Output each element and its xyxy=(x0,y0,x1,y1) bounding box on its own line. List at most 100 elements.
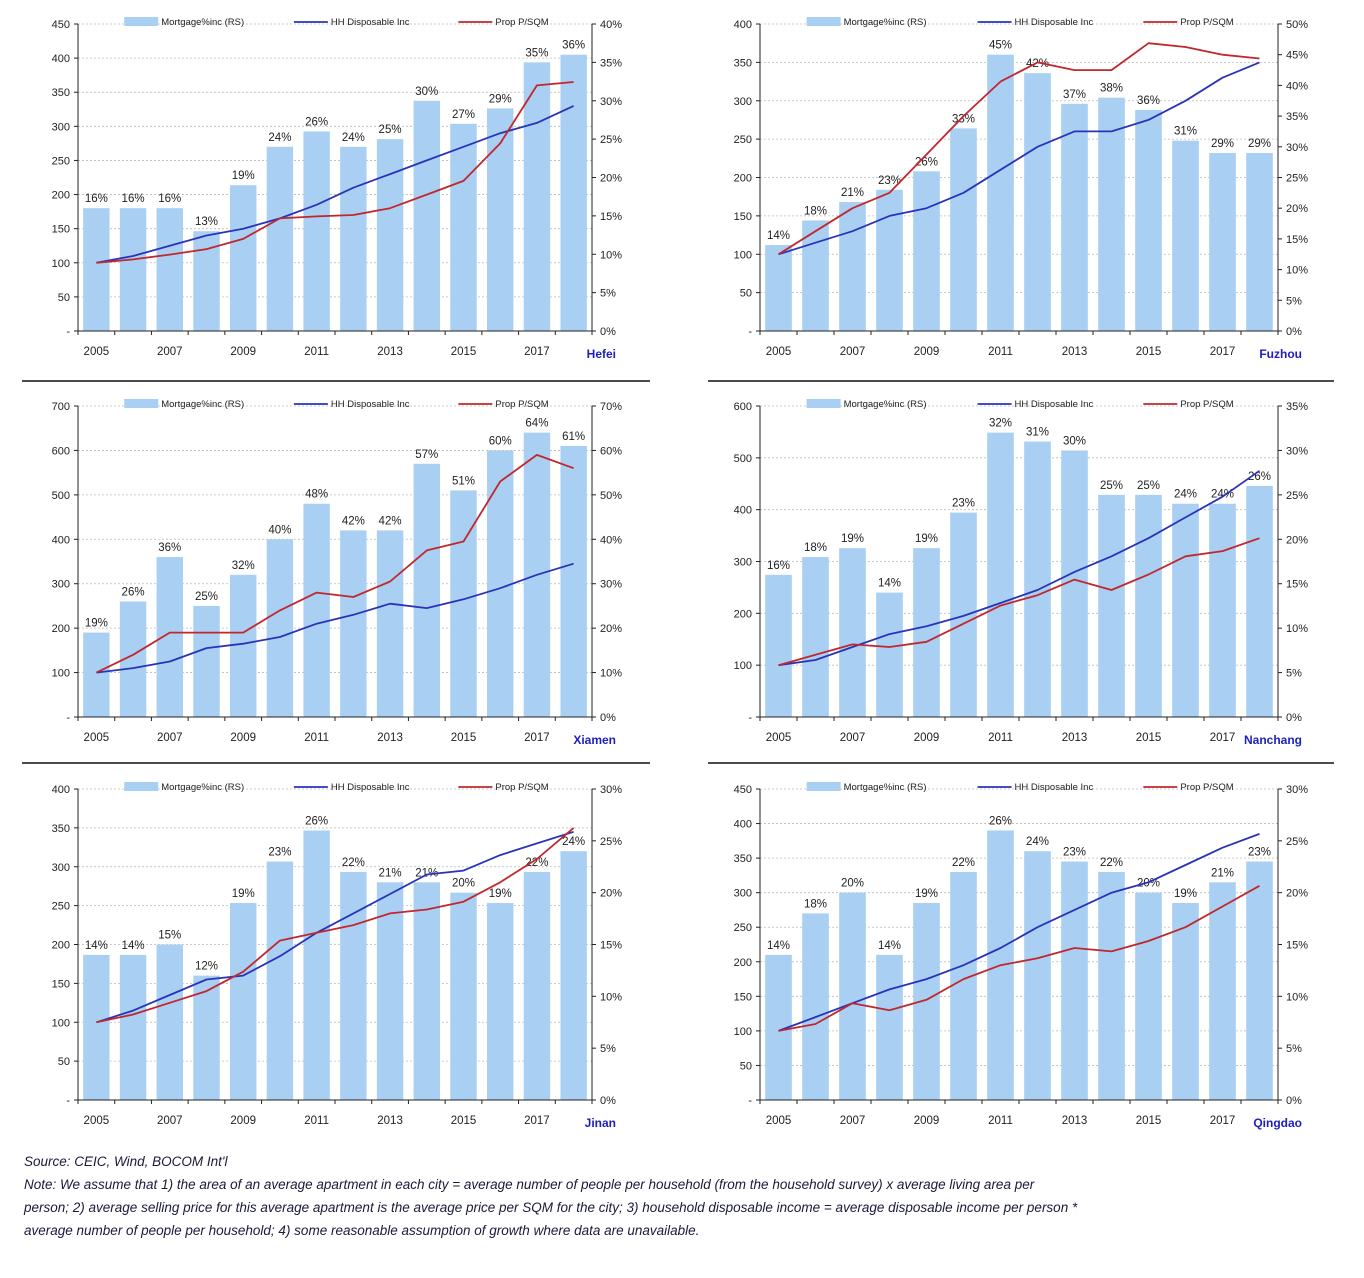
left-tick-label: - xyxy=(748,326,752,338)
bar-label-2006: 18% xyxy=(804,542,827,554)
line-prop-price xyxy=(96,453,574,674)
left-tick-label: 300 xyxy=(52,579,70,591)
right-tick-label: 5% xyxy=(1286,1043,1302,1055)
x-tick-label-2011: 2011 xyxy=(988,346,1013,358)
bar-mortgage-2006 xyxy=(802,220,829,331)
chart-xiamen: 700 600 500 400 300 200 100 - 70% 60% 50% 40% 30% 20%… xyxy=(52,399,622,747)
bar-mortgage-2007 xyxy=(156,208,184,331)
x-tick-label-2015: 2015 xyxy=(1136,732,1162,744)
legend-label-hh: HH Disposable Inc xyxy=(331,17,410,28)
right-tick-label: 35% xyxy=(600,57,622,69)
x-tick-label-2007: 2007 xyxy=(157,1115,183,1127)
bar-mortgage-2016 xyxy=(1172,503,1199,717)
x-tick-label-2013: 2013 xyxy=(1062,346,1088,358)
bar-label-2008: 12% xyxy=(195,961,218,973)
bar-label-2017: 64% xyxy=(525,418,548,430)
right-tick-label: 10% xyxy=(1286,265,1308,277)
line-hh-disposable-inc xyxy=(778,833,1260,1032)
bar-mortgage-2012 xyxy=(1024,73,1051,332)
right-tick-label: 35% xyxy=(1286,111,1308,123)
left-tick-label: 200 xyxy=(52,940,70,952)
bar-mortgage-2016 xyxy=(1172,140,1199,331)
left-tick-label: - xyxy=(66,712,70,724)
bar-mortgage-2009 xyxy=(229,903,257,1100)
x-tick-label-2005: 2005 xyxy=(84,732,110,744)
left-tick-label: 200 xyxy=(52,190,70,202)
bar-mortgage-2015 xyxy=(1135,892,1162,1100)
x-tick-label-2011: 2011 xyxy=(304,346,329,358)
bar-label-2007: 19% xyxy=(841,533,864,545)
bar-mortgage-2009 xyxy=(229,574,257,717)
x-tick-label-2005: 2005 xyxy=(84,1115,110,1127)
legend-label-mortgage: Mortgage%inc (RS) xyxy=(844,399,927,410)
line-hh-disposable-inc xyxy=(96,562,574,674)
x-tick-label-2017: 2017 xyxy=(524,1115,550,1127)
left-tick-label: 400 xyxy=(52,534,70,546)
legend-swatch-mortgage xyxy=(124,17,159,26)
line-hh-disposable-inc xyxy=(96,830,574,1024)
bar-label-2012: 42% xyxy=(1026,58,1049,70)
bar-label-2008: 13% xyxy=(195,216,218,228)
bar-mortgage-2014 xyxy=(1098,494,1125,717)
bar-mortgage-2007 xyxy=(156,944,184,1100)
bar-mortgage-2009 xyxy=(913,548,940,717)
bar-label-2016: 29% xyxy=(489,93,512,105)
bar-label-2006: 16% xyxy=(122,193,145,205)
bar-label-2006: 14% xyxy=(122,940,145,952)
x-tick-label-2015: 2015 xyxy=(451,732,477,744)
legend-label-mortgage: Mortgage%inc (RS) xyxy=(161,782,244,793)
legend-label-hh: HH Disposable Inc xyxy=(331,399,410,410)
legend-label-hh: HH Disposable Inc xyxy=(1015,17,1094,28)
right-tick-label: 0% xyxy=(600,1095,616,1107)
x-tick-label-2015: 2015 xyxy=(1136,1115,1162,1127)
bar-mortgage-2006 xyxy=(802,913,829,1100)
bar-label-2008: 14% xyxy=(878,578,901,590)
x-tick-label-2017: 2017 xyxy=(1210,1115,1236,1127)
bar-label-2008: 23% xyxy=(878,175,901,187)
bar-mortgage-2010 xyxy=(266,539,294,717)
city-label: Hefei xyxy=(587,347,616,361)
bar-label-2014: 38% xyxy=(1100,83,1123,95)
right-tick-label: 30% xyxy=(1286,784,1308,796)
bar-mortgage-2013 xyxy=(376,530,404,717)
bar-mortgage-2005 xyxy=(765,574,792,717)
x-tick-label-2011: 2011 xyxy=(988,1115,1013,1127)
left-tick-label: 350 xyxy=(52,87,70,99)
bar-mortgage-2005 xyxy=(83,954,110,1100)
right-tick-label: 20% xyxy=(600,888,622,900)
note-line-2: person; 2) average selling price for thi… xyxy=(24,1200,1078,1215)
bar-label-2010: 40% xyxy=(268,524,291,536)
left-tick-label: 350 xyxy=(734,57,752,69)
bar-label-2013: 37% xyxy=(1063,89,1086,101)
bar-label-2017: 29% xyxy=(1211,138,1234,150)
line-prop-price xyxy=(778,537,1260,667)
bar-label-2013: 42% xyxy=(379,515,402,527)
right-tick-label: 10% xyxy=(1286,991,1308,1003)
bar-label-2014: 25% xyxy=(1100,480,1123,492)
right-tick-label: 15% xyxy=(600,940,622,952)
bar-label-2013: 21% xyxy=(379,867,402,879)
bar-mortgage-2018 xyxy=(1246,861,1273,1100)
x-tick-label-2007: 2007 xyxy=(840,346,866,358)
x-tick-label-2015: 2015 xyxy=(451,346,477,358)
legend-label-mortgage: Mortgage%inc (RS) xyxy=(161,399,244,410)
x-tick-label-2009: 2009 xyxy=(230,732,256,744)
x-tick-label-2009: 2009 xyxy=(914,1115,940,1127)
bar-label-2009: 19% xyxy=(915,888,938,900)
left-tick-label: 400 xyxy=(52,784,70,796)
line-prop-price xyxy=(778,42,1260,256)
legend-label-price: Prop P/SQM xyxy=(1180,782,1233,793)
left-tick-label: 100 xyxy=(52,668,70,680)
x-tick-label-2007: 2007 xyxy=(840,732,866,744)
bar-mortgage-2009 xyxy=(229,185,257,331)
bar-label-2012: 24% xyxy=(1026,836,1049,848)
legend-label-price: Prop P/SQM xyxy=(495,399,548,410)
left-tick-label: 200 xyxy=(734,608,752,620)
x-tick-label-2011: 2011 xyxy=(304,732,329,744)
x-tick-label-2005: 2005 xyxy=(766,1115,792,1127)
legend-label-price: Prop P/SQM xyxy=(495,782,548,793)
chart-jinan: 400 350 300 250 200 150 100 50 - 30% 25% 20% 15% 10% 5… xyxy=(52,782,622,1130)
bar-mortgage-2012 xyxy=(340,871,367,1100)
left-tick-label: 400 xyxy=(734,19,752,31)
bar-label-2008: 14% xyxy=(878,940,901,952)
